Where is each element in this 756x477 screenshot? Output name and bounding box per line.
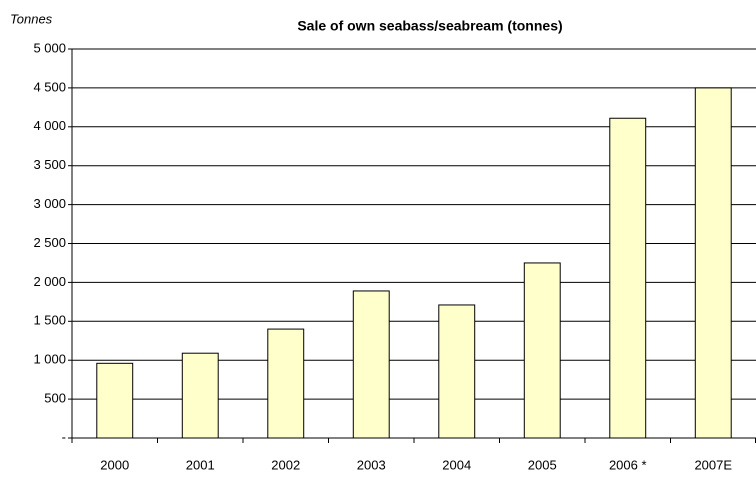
y-tick-label: 1 500: [33, 313, 66, 328]
y-tick-label: 2 000: [33, 274, 66, 289]
bar: [694, 87, 732, 439]
x-tick-label: 2005: [528, 457, 557, 472]
bar: [96, 362, 134, 439]
x-tick-label: 2003: [357, 457, 386, 472]
y-tick-label: 4 000: [33, 118, 66, 133]
y-tick-label: 3 500: [33, 157, 66, 172]
y-tick-label: 500: [44, 391, 66, 406]
y-tick-label: 4 500: [33, 79, 66, 94]
x-tick-label: 2006 *: [609, 457, 647, 472]
x-tick-label: 2002: [271, 457, 300, 472]
y-tick-label: 1 000: [33, 352, 66, 367]
bar: [523, 262, 561, 439]
x-tick-label: 2001: [186, 457, 215, 472]
y-tick-label: 5 000: [33, 40, 66, 55]
y-axis-label: Tonnes: [10, 11, 53, 26]
y-tick-label: 2 500: [33, 235, 66, 250]
x-tick-label: 2000: [100, 457, 129, 472]
y-tick-label: 3 000: [33, 196, 66, 211]
bar: [352, 290, 390, 439]
bar: [181, 352, 219, 439]
y-tick-label: -: [62, 429, 66, 444]
bar: [438, 304, 476, 439]
bar: [267, 328, 305, 439]
x-tick-label: 2007E: [694, 457, 732, 472]
bar: [609, 117, 647, 439]
chart-title: Sale of own seabass/seabream (tonnes): [297, 18, 562, 34]
x-tick-label: 2004: [442, 457, 471, 472]
